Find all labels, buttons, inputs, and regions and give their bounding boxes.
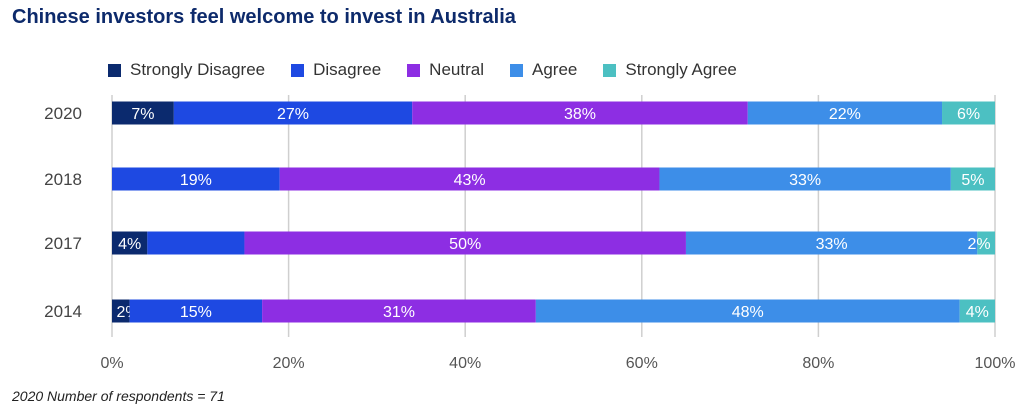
x-tick-label: 40%: [449, 355, 481, 372]
bar-segment-agree-2017: [685, 231, 978, 255]
bar-segment-disagree-2014: [129, 299, 263, 323]
legend-item-disagree: Disagree: [291, 60, 381, 80]
data-label-agree-2014: 48%: [732, 304, 764, 321]
bar-segment-disagree-2020: [173, 101, 413, 125]
bar-segment-strongly-agree-2014: [959, 299, 995, 323]
bar-segment-strongly-disagree-2020: [112, 101, 174, 125]
data-label-strongly-disagree-2020: 7%: [131, 106, 154, 123]
data-label-strongly-agree-2017: 2%: [967, 236, 990, 253]
legend-label-strongly-disagree: Strongly Disagree: [130, 60, 266, 79]
legend-item-strongly-disagree: Strongly Disagree: [108, 60, 265, 80]
bar-segment-neutral-2014: [262, 299, 536, 323]
y-category-label-2017: 2017: [44, 234, 82, 253]
y-category-label-2018: 2018: [44, 170, 82, 189]
data-label-neutral-2014: 31%: [383, 304, 415, 321]
data-label-strongly-disagree-2017: 4%: [118, 236, 141, 253]
legend-swatch-strongly-disagree: [108, 63, 121, 77]
x-tick-label: 0%: [100, 355, 123, 372]
bar-segment-strongly-disagree-2014: [112, 299, 130, 323]
data-label-agree-2018: 33%: [789, 172, 821, 189]
x-tick-label: 100%: [975, 355, 1016, 372]
legend-label-neutral: Neutral: [429, 60, 484, 79]
stacked-bar-chart: 0% 20% 40% 60% 80% 100% 2020 2018 2017 2014 7% 27% 3…: [44, 95, 1016, 372]
data-label-disagree-2018: 19%: [180, 172, 212, 189]
bar-segment-disagree-2017: [147, 231, 245, 255]
bar-segment-disagree-2018: [112, 167, 280, 191]
bar-segment-neutral-2018: [279, 167, 660, 191]
legend-label-strongly-agree: Strongly Agree: [625, 60, 737, 79]
legend-label-agree: Agree: [531, 60, 578, 79]
bar-segment-neutral-2020: [412, 101, 748, 125]
bar-segment-agree-2020: [747, 101, 943, 125]
chart-title: Chinese investors feel welcome to invest…: [12, 6, 516, 28]
data-label-strongly-agree-2018: 5%: [961, 172, 984, 189]
bar-segment-strongly-agree-2017: [977, 231, 995, 255]
data-label-neutral-2020: 38%: [564, 106, 596, 123]
data-label-agree-2017: 33%: [816, 236, 848, 253]
data-label-neutral-2018: 43%: [454, 172, 486, 189]
legend-item-agree: Agree: [509, 60, 578, 80]
data-label-agree-2020: 22%: [829, 106, 861, 123]
x-tick-label: 80%: [802, 355, 834, 372]
legend-swatch-disagree: [291, 63, 305, 77]
bar-segment-agree-2018: [659, 167, 951, 191]
data-label-neutral-2017: 50%: [449, 236, 481, 253]
bar-segment-strongly-agree-2020: [942, 101, 995, 125]
data-label-disagree-2020: 27%: [277, 106, 309, 123]
data-label-strongly-agree-2020: 6%: [957, 106, 980, 123]
bar-segment-strongly-agree-2018: [950, 167, 995, 191]
respondents-note: 2020 Number of respondents = 71: [12, 388, 225, 404]
data-label-disagree-2014: 15%: [180, 304, 212, 321]
chart-legend: Strongly Disagree Disagree Neutral Agree…: [108, 58, 763, 82]
bar-segment-strongly-disagree-2017: [112, 231, 148, 255]
x-tick-label: 60%: [626, 355, 658, 372]
legend-swatch-neutral: [407, 63, 421, 77]
y-category-label-2014: 2014: [44, 302, 82, 321]
bar-segment-agree-2014: [535, 299, 960, 323]
legend-label-disagree: Disagree: [313, 60, 382, 79]
legend-item-neutral: Neutral: [407, 60, 484, 80]
legend-item-strongly-agree: Strongly Agree: [603, 60, 737, 80]
legend-swatch-agree: [509, 63, 523, 77]
bar-segment-neutral-2017: [244, 231, 686, 255]
x-tick-label: 20%: [273, 355, 305, 372]
data-label-strongly-agree-2014: 4%: [966, 304, 989, 321]
y-category-label-2020: 2020: [44, 104, 82, 123]
legend-swatch-strongly-agree: [603, 63, 617, 77]
